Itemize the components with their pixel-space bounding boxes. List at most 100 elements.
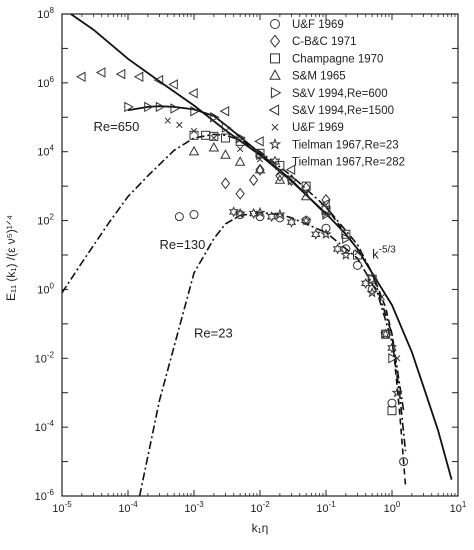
curve-dashdot-2 xyxy=(62,133,405,411)
data-point-circle xyxy=(387,398,397,408)
y-tick-base: 10 xyxy=(37,147,49,159)
data-point-triangle-left xyxy=(254,136,264,147)
legend-marker-circle xyxy=(270,19,280,29)
annotation-label: Re=650 xyxy=(93,119,139,134)
data-point-diamond xyxy=(275,169,285,182)
data-point-diamond xyxy=(220,177,231,190)
x-tick-base: 10 xyxy=(450,503,462,515)
x-tick-label: 101 xyxy=(450,500,467,515)
legend-label: U&F 1969 xyxy=(292,122,344,134)
data-point-triangle-right xyxy=(144,101,154,113)
x-tick-label: 10-1 xyxy=(316,500,336,515)
legend-marker-triangle-up xyxy=(269,69,281,80)
x-tick-base: 10 xyxy=(250,503,262,515)
data-point-triangle-right xyxy=(342,233,352,244)
y-tick-exponent: 8 xyxy=(50,6,55,15)
data-point-star6 xyxy=(248,207,259,219)
y-tick-exponent: 0 xyxy=(50,281,55,290)
x-tick-base: 10 xyxy=(316,503,328,515)
data-point-triangle-left xyxy=(219,105,230,117)
data-point-star xyxy=(366,286,378,298)
data-point-circle xyxy=(321,223,331,233)
data-point-triangle-right xyxy=(124,101,134,113)
data-point-triangle-up xyxy=(208,141,220,152)
data-point-square xyxy=(209,131,219,141)
data-point-cross xyxy=(394,355,401,362)
data-point-square xyxy=(352,250,362,260)
annotations: Re=650 Re=130 Re=23 k-5/3 xyxy=(93,119,396,341)
data-point-circle xyxy=(399,457,409,467)
data-point-triangle-left xyxy=(95,67,106,78)
x-tick-exponent: -4 xyxy=(131,500,139,509)
y-tick-label: 104 xyxy=(37,144,54,159)
data-point-cross xyxy=(164,117,171,124)
y-tick-exponent: 2 xyxy=(50,213,55,222)
data-point-cross xyxy=(256,156,264,163)
x-tick-exponent: -2 xyxy=(263,500,271,509)
data-point-star xyxy=(300,214,312,226)
data-point-cross xyxy=(276,169,284,176)
x-tick-label: 10-3 xyxy=(184,500,204,515)
legend-label: C-B&C 1971 xyxy=(292,36,357,48)
data-point-triangle-right xyxy=(190,105,200,117)
data-point-triangle-right xyxy=(322,209,332,220)
data-point-square xyxy=(301,181,311,191)
legend-label: S&V 1994,Re=1500 xyxy=(292,105,394,117)
legend-marker-square xyxy=(270,53,280,64)
data-point-triangle-left xyxy=(285,164,296,175)
x-tick-label: 100 xyxy=(384,500,401,515)
data-point-triangle-left xyxy=(188,87,198,99)
x-tick-exponent: -1 xyxy=(329,500,337,509)
data-markers xyxy=(76,67,409,467)
data-point-triangle-left xyxy=(168,79,178,90)
data-point-circle xyxy=(352,260,362,270)
data-point-triangle-up xyxy=(234,156,246,166)
annotation-label: Re=130 xyxy=(159,237,205,252)
data-point-star6 xyxy=(360,277,371,289)
annotation-superscript: -5/3 xyxy=(379,244,397,255)
data-point-triangle-up xyxy=(220,149,231,159)
x-tick-base: 10 xyxy=(384,503,396,515)
y-tick-label: 106 xyxy=(37,75,54,90)
data-point-triangle-right xyxy=(287,174,298,186)
data-point-triangle-right xyxy=(210,112,220,123)
data-point-star xyxy=(379,328,392,340)
legend: U&F 1969 C-B&C 1971 Champagne 1970 S&M 1965… xyxy=(268,19,405,169)
data-point-cross xyxy=(302,190,310,197)
data-point-diamond xyxy=(255,163,265,176)
data-point-triangle-left xyxy=(153,74,164,86)
legend-marker-triangle-right xyxy=(270,87,282,99)
data-point-cross xyxy=(378,293,385,301)
x-tick-exponent: 0 xyxy=(396,500,401,509)
y-tick-label: 10-6 xyxy=(35,488,55,503)
data-point-cross xyxy=(236,145,244,153)
x-tick-base: 10 xyxy=(184,503,196,515)
legend-marker-star6 xyxy=(269,155,281,168)
data-point-star xyxy=(320,228,332,239)
legend-marker-diamond xyxy=(269,34,281,48)
data-point-star6 xyxy=(332,243,343,255)
x-tick-label: 10-2 xyxy=(250,500,270,515)
data-point-diamond xyxy=(235,187,245,200)
data-point-circle xyxy=(367,284,377,294)
legend-label: Champagne 1970 xyxy=(292,53,383,65)
legend-label: S&M 1965 xyxy=(292,71,346,83)
data-point-diamond xyxy=(248,174,259,187)
y-tick-base: 10 xyxy=(37,9,49,21)
x-tick-exponent: -3 xyxy=(197,500,205,509)
y-tick-base: 10 xyxy=(35,422,47,434)
annotation-text: Re=130 xyxy=(159,237,205,252)
x-tick-label: 10-4 xyxy=(118,500,138,515)
axis-ticks: 10-5 10-4 10-3 10-2 10-1 100 10110-610-410-210… xyxy=(35,6,467,515)
data-point-square xyxy=(235,136,245,146)
data-point-triangle-left xyxy=(133,71,144,83)
data-point-triangle-right xyxy=(170,103,180,114)
data-point-triangle-up xyxy=(274,174,286,184)
legend-marker-triangle-left xyxy=(268,104,280,116)
x-tick-base: 10 xyxy=(118,503,130,515)
data-point-star6 xyxy=(286,216,297,228)
data-point-triangle-left xyxy=(115,68,126,80)
legend-label: Tielman 1967,Re=282 xyxy=(292,157,405,169)
data-point-star xyxy=(340,249,352,260)
data-point-triangle-right xyxy=(388,353,398,364)
